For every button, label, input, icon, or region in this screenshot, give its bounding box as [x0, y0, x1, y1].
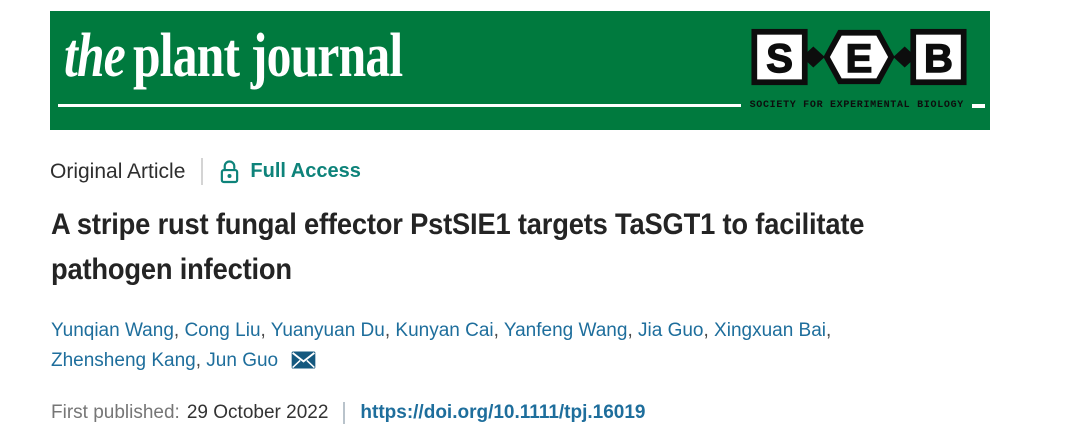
author-separator: , — [195, 350, 207, 371]
seb-connector-icon — [893, 46, 917, 68]
seb-logo[interactable]: S E B — [750, 28, 968, 87]
author-separator: , — [173, 320, 185, 341]
banner-rule — [58, 104, 741, 107]
seb-square-b — [910, 28, 967, 86]
article-meta-row: Original Article Full Access — [50, 158, 361, 185]
journal-banner: the plant journal S E B SOCIETY FOR EXPER… — [50, 11, 990, 130]
author-link[interactable]: Yanfeng Wang — [503, 320, 628, 341]
article-type-label: Original Article — [50, 159, 186, 183]
banner-dash — [972, 103, 985, 108]
email-envelope-icon[interactable] — [291, 351, 316, 369]
journal-logo-rest: plant journal — [132, 22, 403, 90]
pub-divider — [343, 402, 346, 424]
author-link[interactable]: Xingxuan Bai — [714, 320, 827, 341]
first-published-label: First published: — [51, 402, 180, 423]
author-list: Yunqian Wang, Cong Liu, Yuanyuan Du, Kun… — [51, 316, 831, 376]
meta-divider — [201, 158, 204, 185]
author-link[interactable]: Kunyan Cai — [395, 320, 494, 341]
open-lock-icon — [221, 160, 239, 184]
author-link[interactable]: Yunqian Wang — [51, 320, 174, 341]
publication-info-row: First published: 29 October 2022 https:/… — [51, 402, 646, 424]
author-separator: , — [627, 320, 638, 341]
seb-connector-icon — [801, 46, 825, 68]
seb-hexagon-e — [823, 29, 895, 85]
doi-link[interactable]: https://doi.org/10.1111/tpj.16019 — [360, 402, 646, 423]
author-link[interactable]: Cong Liu — [184, 320, 261, 341]
seb-square-s — [751, 28, 808, 86]
author-separator: , — [260, 320, 271, 341]
author-separator: , — [826, 320, 832, 341]
article-title-line: pathogen infection — [51, 253, 292, 286]
author-link[interactable]: Zhensheng Kang — [51, 350, 196, 371]
author-line: Yunqian Wang, Cong Liu, Yuanyuan Du, Kun… — [51, 316, 831, 346]
author-line: Zhensheng Kang, Jun Guo — [51, 346, 831, 376]
banner-bottom-strip: SOCIETY FOR EXPERIMENTAL BIOLOGY — [58, 100, 985, 111]
article-title-line: A stripe rust fungal effector PstSIE1 ta… — [51, 208, 865, 241]
publication-date: 29 October 2022 — [186, 402, 329, 423]
seb-caption: SOCIETY FOR EXPERIMENTAL BIOLOGY — [749, 100, 964, 111]
seb-letter: S — [766, 37, 793, 81]
seb-letter: E — [846, 37, 873, 81]
author-link[interactable]: Jia Guo — [638, 320, 704, 341]
author-separator: , — [703, 320, 715, 341]
author-link[interactable]: Yuanyuan Du — [270, 320, 385, 341]
seb-letter: B — [924, 37, 953, 81]
journal-logo-the: the — [64, 22, 126, 90]
journal-logo[interactable]: the plant journal — [64, 22, 403, 90]
author-separator: , — [384, 320, 396, 341]
article-title: A stripe rust fungal effector PstSIE1 ta… — [51, 202, 945, 292]
author-separator: , — [493, 320, 504, 341]
author-link[interactable]: Jun Guo — [206, 350, 279, 371]
access-status-badge: Full Access — [250, 160, 361, 182]
